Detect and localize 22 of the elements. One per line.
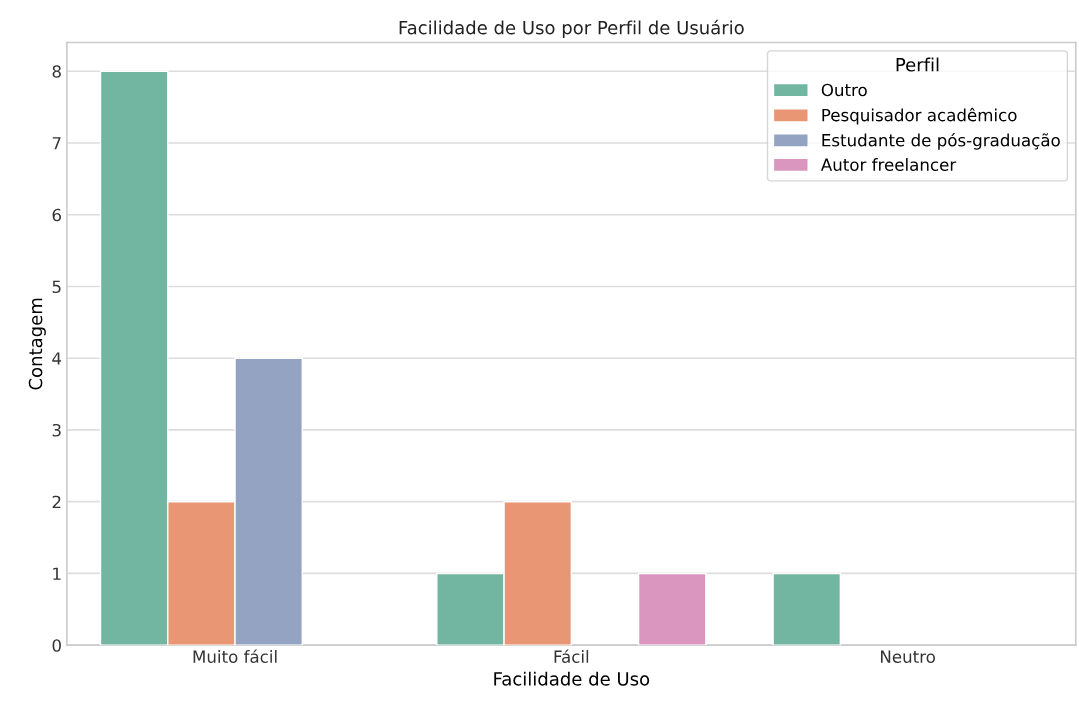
x-tick-label: Muito fácil xyxy=(193,649,277,663)
bar xyxy=(772,572,842,646)
y-tick-label: 5 xyxy=(52,280,61,294)
x-tick-label: Fácil xyxy=(554,649,589,663)
y-tick-label: 3 xyxy=(52,423,61,437)
y-tick-label: 2 xyxy=(52,495,61,509)
x-tick-label: Neutro xyxy=(881,650,935,663)
legend-label: Outro xyxy=(821,83,867,97)
chart-title: Facilidade de Uso por Perfil de Usuário xyxy=(399,19,744,38)
legend-label: Estudante de pós-graduação xyxy=(822,132,1060,150)
y-tick-label: 1 xyxy=(53,567,61,580)
y-tick-label: 4 xyxy=(52,352,62,365)
y-tick-label: 0 xyxy=(52,639,61,652)
y-tick-label: 6 xyxy=(52,208,61,222)
y-axis-title: Contagem xyxy=(28,298,46,390)
legend-title: Perfil xyxy=(896,57,939,72)
legend-label: Pesquisador acadêmico xyxy=(822,107,1017,125)
y-tick-label: 7 xyxy=(52,137,61,150)
bar xyxy=(637,572,707,646)
legend-label: Autor freelancer xyxy=(820,158,957,171)
x-axis-title: Facilidade de Uso xyxy=(494,671,650,686)
y-tick-label: 8 xyxy=(52,65,61,78)
